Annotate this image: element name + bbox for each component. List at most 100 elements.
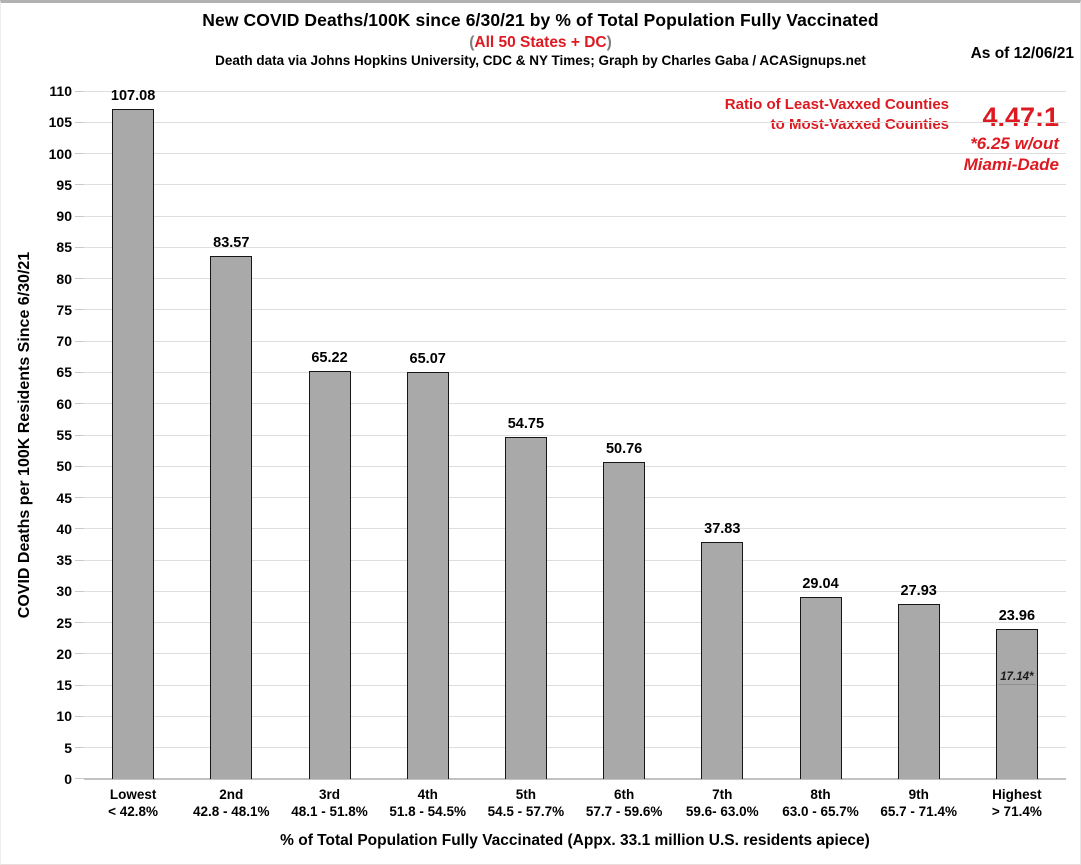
gridline	[75, 653, 1066, 655]
y-axis-tickmark	[75, 309, 84, 311]
x-tick-category: 5th	[515, 787, 537, 802]
y-tick-label: 110	[49, 83, 72, 99]
y-tick-label: 100	[48, 145, 72, 162]
x-tick-label: 2nd 42.8 - 48.1%	[182, 786, 280, 820]
bar	[112, 109, 155, 779]
y-axis-labels: 0 5 10 15 20 25 30 35 40 45 50 55 60 65 70 75 80 85 90 95 10…	[1, 83, 72, 787]
bar	[406, 372, 449, 779]
ratio-footnote-line1: *6.25 w/out	[970, 134, 1059, 153]
gridline	[75, 309, 1066, 311]
x-tick-label: 6th 57.7 - 59.6%	[575, 786, 673, 820]
x-tick-category: 2nd	[219, 787, 244, 802]
gridline	[75, 622, 1066, 624]
y-tick-label: 20	[56, 645, 72, 662]
gridline	[75, 559, 1066, 561]
bar-value-label: 107.08	[110, 88, 156, 105]
chart-subtitle: (All 50 States + DC)	[1, 34, 1080, 52]
y-tick-label: 40	[56, 520, 72, 537]
bar-value-label: 65.07	[409, 351, 446, 368]
bar	[897, 604, 940, 779]
y-tick-label: 75	[56, 301, 72, 318]
x-tick-label: 5th 54.5 - 57.7%	[477, 786, 575, 820]
y-axis-tickmark	[75, 777, 84, 779]
bar-value-label: 23.96	[998, 608, 1036, 625]
bar	[799, 597, 842, 779]
gridline	[75, 528, 1066, 530]
x-tick-category: 8th	[810, 787, 831, 802]
y-axis-tickmark	[75, 184, 84, 186]
y-tick-label: 95	[56, 176, 72, 193]
bar	[210, 256, 253, 779]
y-tick-label: 0	[64, 771, 72, 787]
bar-value-label: 50.76	[605, 440, 643, 457]
x-tick-range: 59.6- 63.0%	[685, 804, 759, 819]
gridline	[75, 184, 1066, 186]
x-axis-title: % of Total Population Fully Vaccinated (…	[280, 832, 870, 849]
bar-annotation: 17.14*	[997, 671, 1036, 685]
ratio-label-line2: to Most-Vaxxed Counties	[770, 116, 949, 133]
y-axis-tickmark	[75, 465, 84, 467]
gridline	[75, 747, 1066, 749]
x-tick-range: < 42.8%	[108, 804, 159, 819]
gridline	[75, 371, 1066, 373]
x-tick-label: 7th 59.6- 63.0%	[673, 786, 771, 820]
y-axis-tickmark	[75, 528, 84, 530]
y-axis-tickmark	[75, 371, 84, 373]
x-tick-range: 65.7 - 71.4%	[880, 804, 957, 819]
y-tick-label: 5	[64, 739, 72, 756]
bar-value-label: 83.57	[213, 235, 250, 252]
y-axis-tickmark	[75, 340, 84, 342]
bar-value-label: 37.83	[704, 521, 741, 538]
x-tick-label: Lowest < 42.8%	[84, 786, 182, 820]
y-axis-tickmark	[75, 278, 84, 280]
gridline	[75, 90, 1066, 92]
x-tick-range: 63.0 - 65.7%	[782, 804, 859, 819]
y-tick-label: 60	[56, 395, 72, 412]
gridline	[75, 434, 1066, 436]
x-tick-category: Highest	[992, 787, 1042, 802]
data-credit: Death data via Johns Hopkins University,…	[215, 53, 866, 68]
bar-value-label: 54.75	[507, 415, 545, 432]
x-axis-labels: Lowest < 42.8% 2nd 42.8 - 48.1% 3rd 48.1 - 51…	[84, 786, 1066, 826]
x-tick-label: 4th 51.8 - 54.5%	[379, 786, 477, 820]
ratio-footnote-line2: Miami-Dade	[963, 155, 1059, 174]
y-axis-tickmark	[75, 653, 84, 655]
y-axis-tickmark	[75, 90, 84, 92]
bar-value-label: 29.04	[802, 576, 839, 593]
gridline	[75, 215, 1066, 217]
subtitle-paren-open: (	[469, 34, 475, 51]
x-tick-label: 3rd 48.1 - 51.8%	[280, 786, 378, 820]
plot-area: 107.08 83.57 65.22 65.07 54.75 50.76 37.83 29.0…	[75, 88, 1066, 780]
x-tick-range: 42.8 - 48.1%	[193, 804, 270, 819]
y-tick-label: 65	[56, 364, 72, 381]
ratio-value: 4.47:1	[982, 102, 1059, 132]
y-tick-label: 50	[56, 458, 72, 475]
x-tick-category: 4th	[417, 787, 438, 802]
y-axis-tickmark	[75, 403, 84, 405]
gridline	[75, 278, 1066, 280]
x-tick-category: 9th	[908, 787, 929, 802]
y-tick-label: 25	[56, 614, 72, 631]
x-tick-range: 57.7 - 59.6%	[585, 804, 663, 819]
gridline	[75, 340, 1066, 342]
gridline	[75, 590, 1066, 592]
y-tick-label: 55	[56, 427, 72, 443]
gridline	[75, 153, 1066, 155]
y-tick-label: 105	[48, 114, 72, 131]
y-axis-tickmark	[75, 747, 84, 749]
x-tick-label: Highest > 71.4%	[968, 786, 1066, 820]
y-tick-label: 90	[56, 208, 72, 225]
y-axis-tickmark	[75, 622, 84, 624]
x-tick-range: 48.1 - 51.8%	[291, 804, 368, 819]
x-tick-category: 3rd	[318, 787, 340, 802]
gridline	[75, 684, 1066, 686]
bar	[504, 436, 547, 779]
x-tick-category: Lowest	[109, 787, 157, 802]
y-axis-tickmark	[75, 715, 84, 717]
chart-title: New COVID Deaths/100K since 6/30/21 by %…	[202, 10, 879, 30]
y-tick-label: 45	[56, 489, 72, 506]
x-tick-category: 7th	[712, 787, 733, 802]
y-tick-label: 70	[56, 333, 72, 350]
x-tick-range: 54.5 - 57.7%	[487, 804, 565, 819]
